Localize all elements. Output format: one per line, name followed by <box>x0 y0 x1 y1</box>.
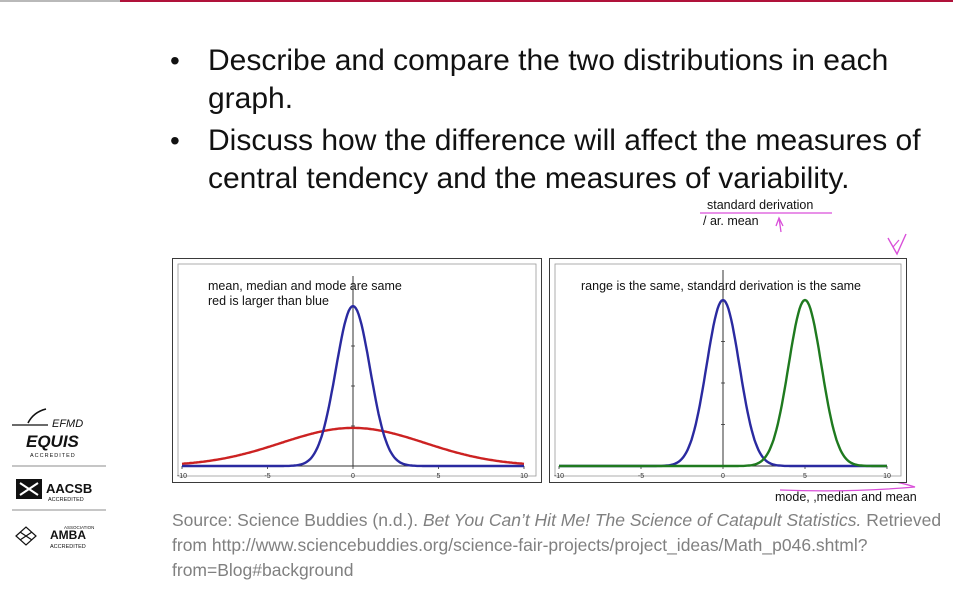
series-line-1 <box>181 426 525 465</box>
plot-area <box>554 263 902 477</box>
top-rule-grey <box>0 0 120 2</box>
bullet-item: • Discuss how the difference will affect … <box>168 122 948 198</box>
amba-accredited-text: ACCREDITED <box>50 544 86 550</box>
aacsb-accredited-text: ACCREDITED <box>48 497 84 503</box>
aacsb-text: AACSB <box>46 481 92 496</box>
efmd-text: EFMD <box>52 418 83 430</box>
amba-logo: ASSOCIATION AMBA ACCREDITED <box>15 525 94 550</box>
x-tick-label: 0 <box>721 473 725 480</box>
x-tick-label: -5 <box>264 473 270 480</box>
x-tick-label: -5 <box>638 473 644 480</box>
x-tick-label: 10 <box>883 473 891 480</box>
x-tick-label: 10 <box>520 473 528 480</box>
bullet-list: • Describe and compare the two distributi… <box>168 42 948 202</box>
bullet-item: • Describe and compare the two distributi… <box>168 42 948 118</box>
x-tick-label: -10 <box>177 473 187 480</box>
series-line-2 <box>182 304 524 468</box>
bullet-dot: • <box>170 125 180 156</box>
x-tick-label: 5 <box>437 473 441 480</box>
equis-text: EQUIS <box>26 432 80 451</box>
equis-logo: EFMD EQUIS ACCREDITED <box>12 408 106 467</box>
x-tick-label: 5 <box>803 473 807 480</box>
amba-association-text: ASSOCIATION <box>64 525 94 530</box>
equis-accredited-text: ACCREDITED <box>30 453 76 459</box>
x-tick-label: 0 <box>351 473 355 480</box>
chart-annotation-line-1: range is the same, standard derivation i… <box>581 279 861 293</box>
chart-left: mean, median and mode are same red is la… <box>172 258 542 483</box>
amba-text: AMBA <box>50 528 86 542</box>
bullet-text: Describe and compare the two distributio… <box>208 44 889 115</box>
top-rule-accent <box>120 0 953 2</box>
source-suffix: Retrieved from http://www.sciencebuddies… <box>172 510 942 580</box>
plot-area <box>177 263 537 477</box>
chart-right: range is the same, standard derivation i… <box>549 258 907 483</box>
accreditation-logos: EFMD EQUIS ACCREDITED AACSB ACCREDITED A… <box>12 408 106 550</box>
x-tick-label: -10 <box>554 473 564 480</box>
bullet-dot: • <box>170 45 180 76</box>
handwritten-ar-mean: / ar. mean <box>703 214 759 228</box>
handwritten-mode-median-mean: mode, ,median and mean <box>775 490 917 504</box>
source-citation: Source: Science Buddies (n.d.). Bet You … <box>172 508 942 583</box>
efmd-swoosh-icon <box>27 408 47 424</box>
chart-annotation-line-2: red is larger than blue <box>208 294 329 308</box>
bullet-text: Discuss how the difference will affect t… <box>208 124 921 195</box>
source-prefix: Source: Science Buddies (n.d.). <box>172 510 419 530</box>
source-title: Bet You Can’t Hit Me! The Science of Cat… <box>422 510 862 530</box>
aacsb-logo: AACSB ACCREDITED <box>12 479 106 511</box>
chart-annotation-line-1: mean, median and mode are same <box>208 279 402 293</box>
handwritten-standard-derivation: standard derivation <box>707 198 814 212</box>
series-line-2 <box>559 298 887 468</box>
amba-star-icon <box>15 526 37 546</box>
